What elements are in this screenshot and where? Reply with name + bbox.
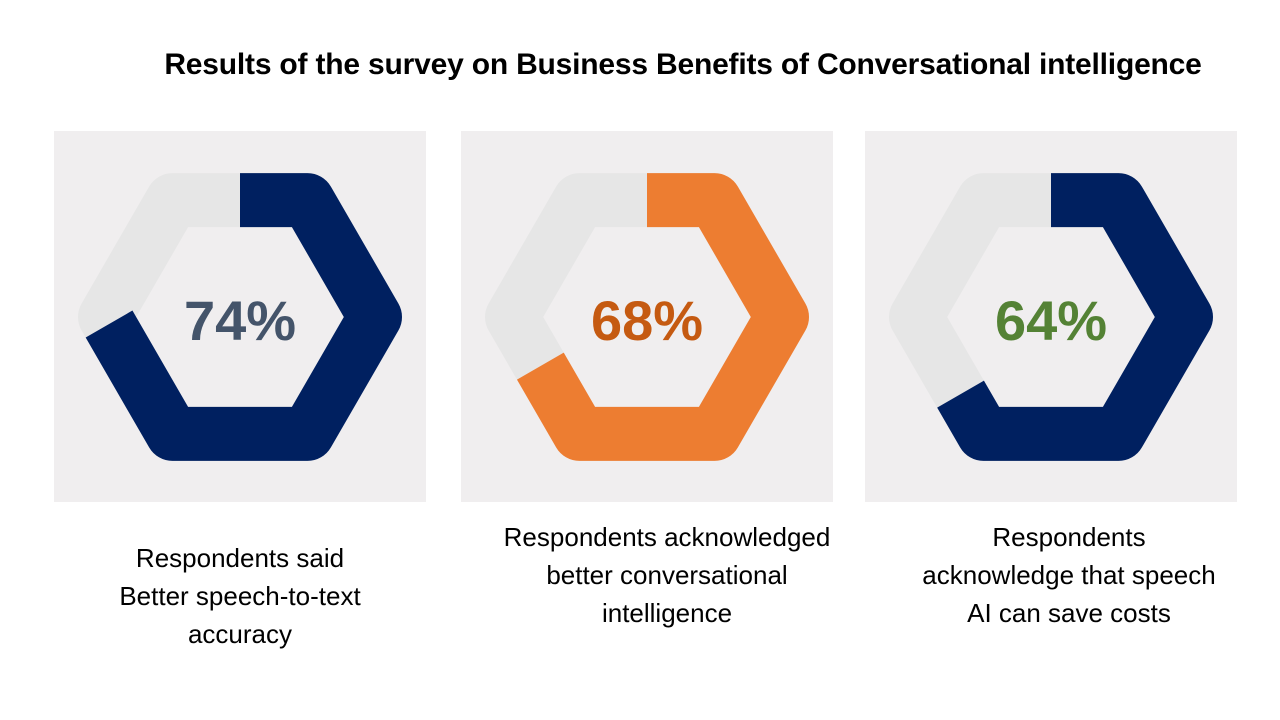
hexagon-donut-chart	[78, 173, 402, 461]
chart-caption: Respondents said Better speech-to-text a…	[40, 539, 440, 653]
caption-line: Respondents	[992, 522, 1146, 552]
ring-value-arc	[889, 173, 1213, 461]
percent-label: 74%	[183, 289, 297, 352]
percent-label: 68%	[590, 289, 704, 352]
caption-line: accuracy	[187, 619, 293, 649]
chart-title: Results of the survey on Business Benefi…	[164, 48, 1202, 81]
caption-line: acknowledge that speech	[922, 560, 1216, 590]
hexagon-chart-card: 64%	[865, 131, 1237, 502]
hexagon-donut-chart	[485, 173, 809, 461]
ring-value-arc	[78, 173, 402, 461]
percent-label: 64%	[994, 289, 1108, 352]
ring-value-arc	[485, 173, 809, 461]
chart-caption: Respondents acknowledged better conversa…	[447, 518, 887, 632]
caption-line: Respondents acknowledged	[503, 522, 831, 552]
chart-caption: Respondents acknowledge that speech AI c…	[869, 518, 1269, 632]
caption-line: intelligence	[601, 598, 733, 628]
caption-line: Better speech-to-text	[119, 581, 361, 611]
caption-line: better conversational	[546, 560, 788, 590]
caption-line: Respondents said	[135, 543, 345, 573]
hexagon-donut-chart	[889, 173, 1213, 461]
caption-line: AI can save costs	[967, 598, 1171, 628]
hexagon-chart-card: 68%	[461, 131, 833, 502]
hexagon-chart-card: 74%	[54, 131, 426, 502]
